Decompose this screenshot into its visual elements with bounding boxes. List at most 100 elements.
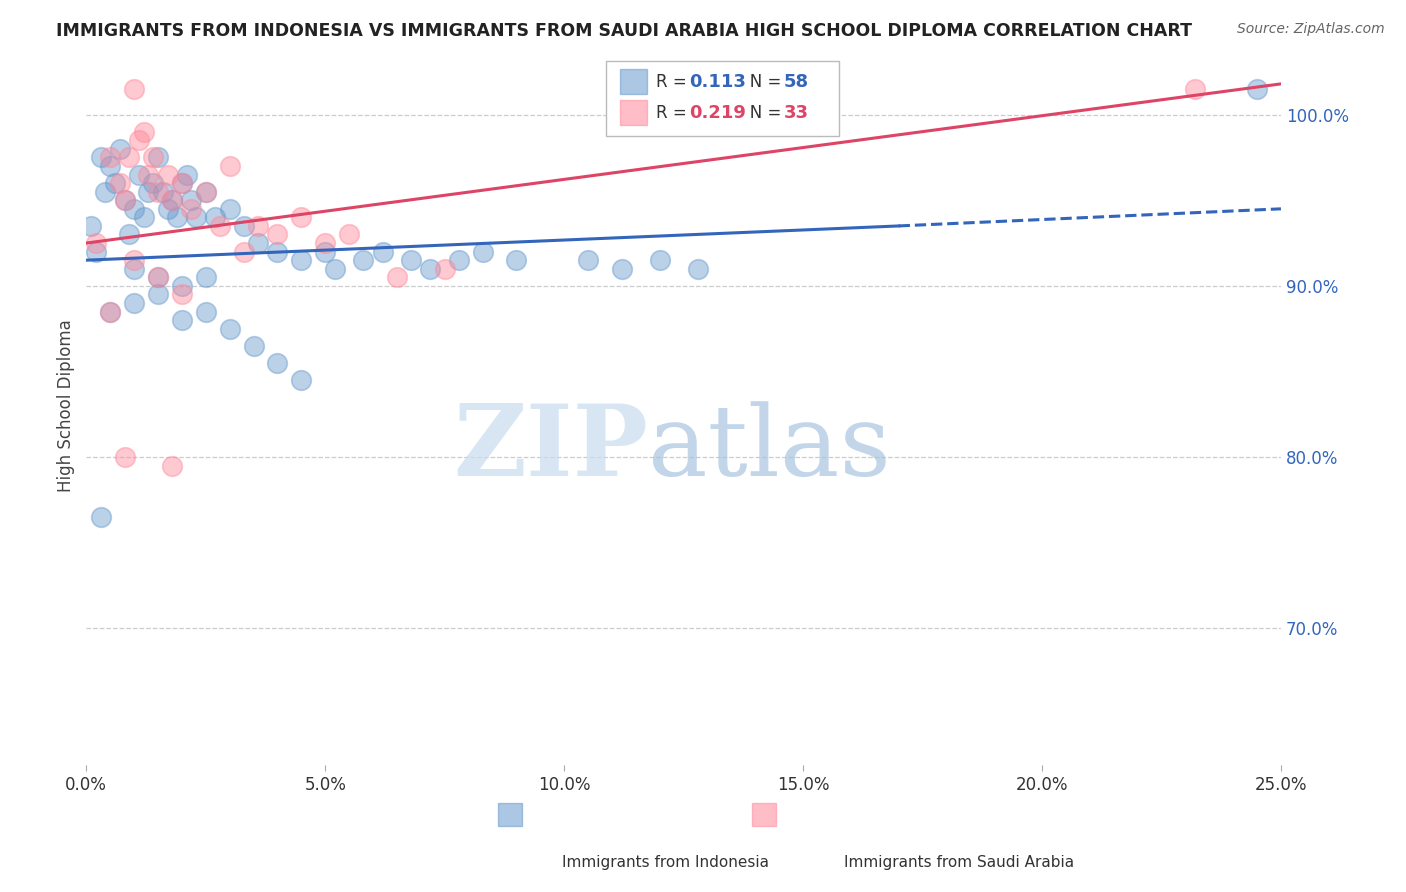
Point	[180, 194, 202, 208]
Point	[447, 253, 470, 268]
Point	[610, 261, 633, 276]
Y-axis label: High School Diploma: High School Diploma	[58, 319, 75, 492]
Text: 0.113: 0.113	[689, 73, 747, 91]
Point	[122, 253, 145, 268]
Point	[138, 185, 160, 199]
Point	[118, 227, 141, 242]
Text: IMMIGRANTS FROM INDONESIA VS IMMIGRANTS FROM SAUDI ARABIA HIGH SCHOOL DIPLOMA CO: IMMIGRANTS FROM INDONESIA VS IMMIGRANTS …	[56, 22, 1192, 40]
Text: 58: 58	[785, 73, 808, 91]
Bar	[499, 803, 523, 826]
Point	[170, 176, 193, 190]
Point	[323, 261, 346, 276]
Point	[138, 168, 160, 182]
Point	[108, 176, 131, 190]
Point	[1184, 82, 1206, 96]
Point	[84, 244, 107, 259]
Text: N =: N =	[734, 73, 786, 91]
Point	[156, 202, 179, 216]
Point	[132, 125, 155, 139]
Point	[122, 202, 145, 216]
Point	[371, 244, 394, 259]
Point	[98, 159, 121, 173]
Point	[104, 176, 127, 190]
Point	[122, 82, 145, 96]
Point	[290, 373, 312, 387]
Point	[314, 244, 336, 259]
Point	[290, 253, 312, 268]
Point	[505, 253, 527, 268]
Point	[419, 261, 441, 276]
Point	[233, 244, 256, 259]
Bar	[752, 803, 776, 826]
Point	[156, 168, 179, 182]
Point	[247, 235, 270, 250]
Point	[194, 304, 217, 318]
Text: atlas: atlas	[648, 401, 890, 497]
Bar	[620, 100, 647, 125]
Point	[218, 202, 240, 216]
Point	[170, 313, 193, 327]
FancyBboxPatch shape	[606, 61, 839, 136]
Point	[218, 321, 240, 335]
Point	[146, 270, 169, 285]
Text: Source: ZipAtlas.com: Source: ZipAtlas.com	[1237, 22, 1385, 37]
Point	[218, 159, 240, 173]
Point	[122, 296, 145, 310]
Point	[194, 185, 217, 199]
Point	[114, 450, 136, 464]
Text: R =: R =	[657, 73, 692, 91]
Point	[108, 142, 131, 156]
Point	[209, 219, 232, 233]
Point	[152, 185, 174, 199]
Point	[98, 151, 121, 165]
Point	[94, 185, 117, 199]
Text: Immigrants from Saudi Arabia: Immigrants from Saudi Arabia	[844, 855, 1074, 870]
Text: ZIP: ZIP	[453, 401, 648, 498]
Point	[166, 211, 188, 225]
Point	[146, 185, 169, 199]
Point	[353, 253, 375, 268]
Text: Immigrants from Indonesia: Immigrants from Indonesia	[562, 855, 769, 870]
Point	[128, 133, 150, 147]
Point	[337, 227, 360, 242]
Point	[266, 356, 288, 370]
Point	[471, 244, 494, 259]
Point	[648, 253, 671, 268]
Point	[80, 219, 103, 233]
Point	[146, 287, 169, 301]
Point	[122, 261, 145, 276]
Point	[186, 211, 208, 225]
Point	[194, 270, 217, 285]
Point	[176, 168, 198, 182]
Point	[128, 168, 150, 182]
Point	[146, 270, 169, 285]
Point	[686, 261, 709, 276]
Point	[162, 194, 184, 208]
Point	[170, 176, 193, 190]
Bar	[620, 70, 647, 95]
Point	[204, 211, 226, 225]
Point	[399, 253, 422, 268]
Point	[142, 176, 165, 190]
Point	[118, 151, 141, 165]
Point	[114, 194, 136, 208]
Point	[290, 211, 312, 225]
Point	[247, 219, 270, 233]
Point	[233, 219, 256, 233]
Point	[180, 202, 202, 216]
Point	[162, 458, 184, 473]
Point	[170, 278, 193, 293]
Point	[242, 339, 264, 353]
Point	[576, 253, 599, 268]
Text: N =: N =	[734, 103, 786, 121]
Text: R =: R =	[657, 103, 692, 121]
Text: 0.219: 0.219	[689, 103, 747, 121]
Point	[266, 227, 288, 242]
Point	[114, 194, 136, 208]
Point	[146, 151, 169, 165]
Point	[433, 261, 456, 276]
Point	[314, 235, 336, 250]
Point	[385, 270, 408, 285]
Point	[90, 510, 112, 524]
Point	[266, 244, 288, 259]
